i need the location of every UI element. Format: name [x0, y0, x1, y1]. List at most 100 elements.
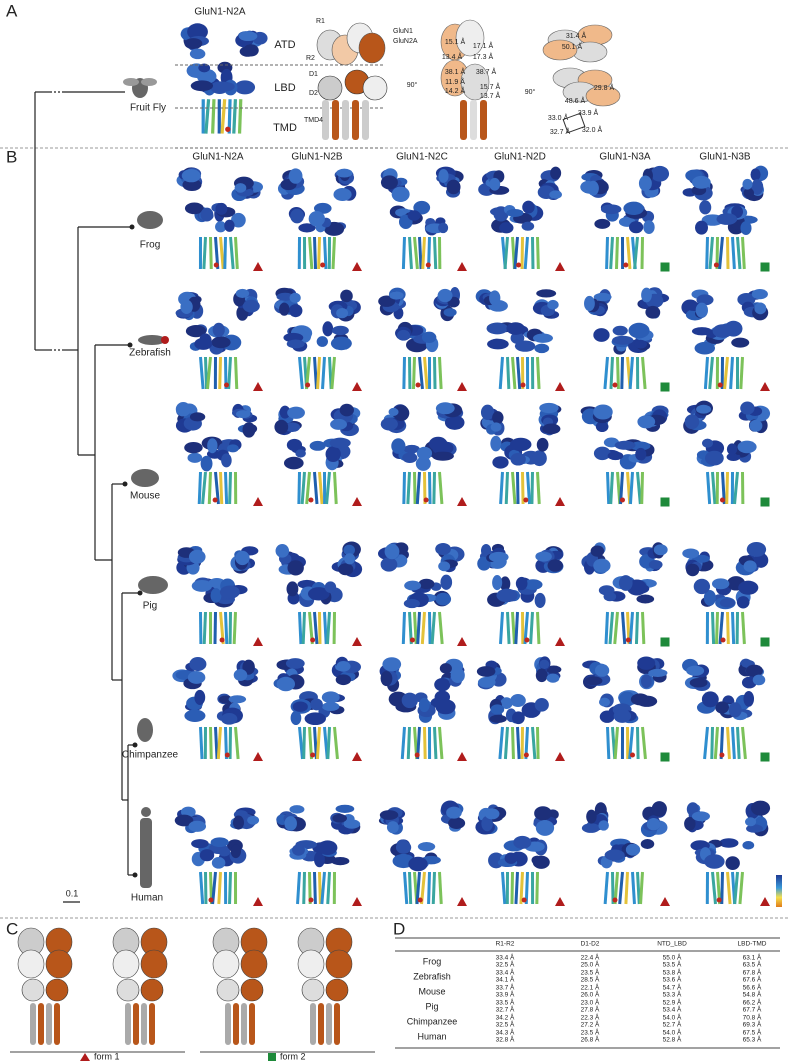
tmd-helix [403, 871, 409, 905]
tmd-helix [423, 726, 427, 760]
tmd-helix [731, 236, 736, 270]
tmd-helix [501, 871, 507, 905]
table-cell: 67.7 Å [743, 1005, 762, 1014]
tmd-helix [330, 356, 336, 390]
lbd-lobe [703, 589, 716, 606]
lbd-lobe [221, 453, 232, 468]
table-cell: 34.2 Å [496, 1013, 515, 1022]
lbd-lobe [401, 692, 418, 709]
atd-lobe [446, 179, 461, 195]
tmd-helix [510, 871, 514, 905]
atd-lobe [180, 299, 193, 314]
atd-lobe [751, 288, 768, 300]
atd-lobe [696, 404, 712, 414]
tmd-helix [503, 236, 509, 270]
tmd-helix [506, 611, 511, 645]
lbd-lobe [212, 322, 225, 338]
tmd-helix [606, 726, 611, 760]
hotspot [414, 752, 420, 758]
atd-lobe [743, 560, 757, 573]
tmd-helix [313, 611, 319, 645]
lbd-lobe [200, 455, 213, 472]
form-2-marker [660, 637, 670, 647]
atd-lobe [279, 405, 291, 419]
atd-lobe [435, 542, 451, 556]
atd-lobe [594, 664, 610, 677]
site-label: R2 [306, 55, 315, 62]
atd-lobe [285, 658, 305, 669]
tmd-helix [438, 726, 444, 760]
atd-lobe [481, 543, 492, 558]
distance-label: 31.4 Å [566, 31, 587, 40]
lbd-lobe [295, 449, 306, 458]
lbd-lobe [191, 839, 209, 849]
atd-lobe [336, 168, 353, 178]
atd-lobe [175, 402, 191, 417]
lbd-lobe [487, 338, 509, 350]
tmd-helix [519, 871, 524, 905]
lbd-lobe [618, 575, 633, 591]
species-label: Frog [140, 240, 161, 251]
table-cell: 63.5 Å [743, 960, 762, 969]
protein-structure [480, 402, 562, 505]
atd-lobe [284, 422, 301, 433]
atd-lobe [187, 671, 206, 684]
tmd-helix [726, 611, 730, 645]
atd-lobe [333, 188, 352, 201]
atd-lobe [340, 289, 353, 303]
atd-lobe [651, 801, 667, 817]
tmd-helix [718, 236, 724, 270]
atd-lobe [343, 544, 355, 556]
form-1-marker [352, 897, 362, 906]
lbd-lobe [523, 579, 543, 590]
lbd-lobe [298, 223, 316, 233]
lbd-lobe [510, 452, 526, 466]
lbd-lobe [395, 840, 412, 854]
lbd-lobe [719, 838, 739, 848]
atd-lobe [686, 563, 700, 577]
lbd-lobe [190, 80, 214, 92]
tmd-helix [729, 356, 734, 390]
tmd-helix [718, 611, 724, 645]
hotspot [320, 262, 326, 268]
atd-lobe [653, 544, 668, 556]
tmd-helix [411, 356, 416, 390]
tmd-helix [605, 236, 609, 270]
table-cell: 22.4 Å [581, 953, 600, 962]
species-label: Fruit Fly [130, 103, 166, 114]
tmd-helix [711, 611, 716, 645]
tmd-helix [736, 236, 742, 270]
atd-lobe [435, 402, 455, 415]
tmd-helix [628, 726, 634, 760]
chimp-icon [137, 718, 153, 742]
table-species: Pig [425, 1001, 438, 1011]
tmd-schematic [133, 1003, 139, 1045]
lbd-lobe [231, 212, 246, 228]
hotspot [625, 637, 631, 643]
tmd-schematic [326, 1003, 332, 1045]
tmd-helix [428, 471, 432, 505]
lbd-lobe [594, 218, 611, 229]
lbd-lobe [184, 441, 203, 454]
tmd-helix [741, 726, 747, 760]
atd-lobe [288, 168, 303, 184]
hotspot [520, 382, 526, 388]
lbd-lobe [633, 339, 648, 349]
tmd-helix [516, 726, 521, 760]
atd-lobe [695, 302, 708, 318]
tmd-helix [213, 611, 217, 645]
tmd-helix [400, 726, 406, 760]
atd-lobe [549, 190, 562, 199]
tmd-helix [224, 611, 229, 645]
tmd-helix [224, 471, 229, 505]
lbd-lobe [628, 322, 650, 339]
top-view-lobe [542, 39, 578, 61]
atd-lobe [336, 661, 351, 672]
atd-lobe [490, 422, 502, 432]
table-cell: 63.1 Å [743, 953, 762, 962]
column-header: GluN1-N3B [699, 152, 750, 163]
atd-lobe [288, 304, 303, 318]
tmd-helix [636, 726, 640, 760]
tmd-helix [506, 356, 511, 390]
